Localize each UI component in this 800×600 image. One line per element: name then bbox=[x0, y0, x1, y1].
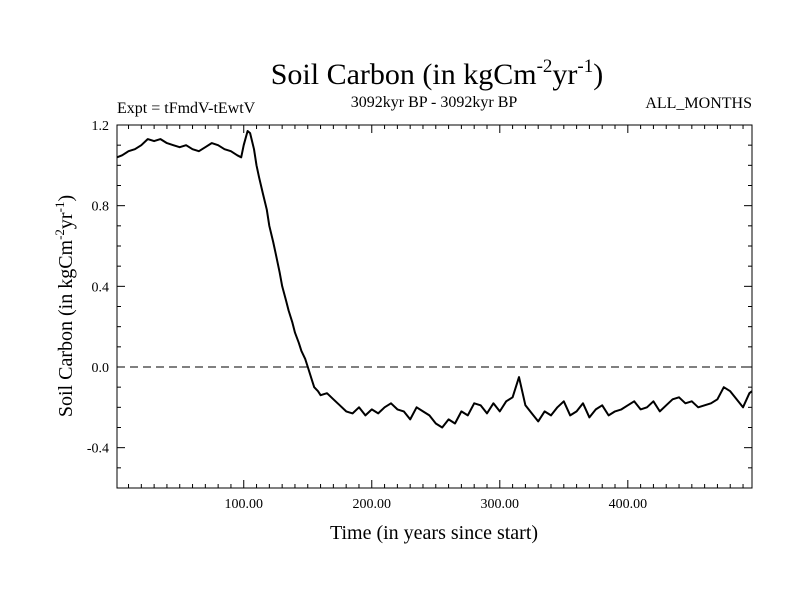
season-label: ALL_MONTHS bbox=[645, 95, 752, 112]
x-tick-label: 300.00 bbox=[481, 497, 520, 512]
period-label: 3092kyr BP - 3092kyr BP bbox=[351, 94, 518, 111]
chart-title: Soil Carbon (in kgCm-2yr-1) bbox=[271, 56, 604, 91]
x-tick-label: 200.00 bbox=[353, 497, 392, 512]
y-tick-label: 0.0 bbox=[92, 361, 110, 376]
y-tick-label: 0.8 bbox=[92, 200, 110, 215]
x-tick-label: 100.00 bbox=[224, 497, 263, 512]
x-axis: 100.00 200.00 300.00 400.00 bbox=[128, 125, 744, 512]
experiment-label: Expt = tFmdV-tEwtV bbox=[117, 100, 256, 117]
y-axis: 1.2 0.8 0.4 0.0 -0.4 bbox=[87, 119, 752, 489]
y-axis-label: Soil Carbon (in kgCm-2yr-1) bbox=[52, 195, 77, 417]
y-tick-label: 1.2 bbox=[92, 119, 110, 134]
plot-frame bbox=[116, 124, 753, 489]
x-tick-label: 400.00 bbox=[609, 497, 648, 512]
y-tick-label: -0.4 bbox=[87, 442, 109, 457]
y-tick-label: 0.4 bbox=[92, 280, 110, 295]
x-axis-label: Time (in years since start) bbox=[330, 522, 538, 544]
series-line-tFmdV-tEwtV bbox=[116, 130, 753, 429]
